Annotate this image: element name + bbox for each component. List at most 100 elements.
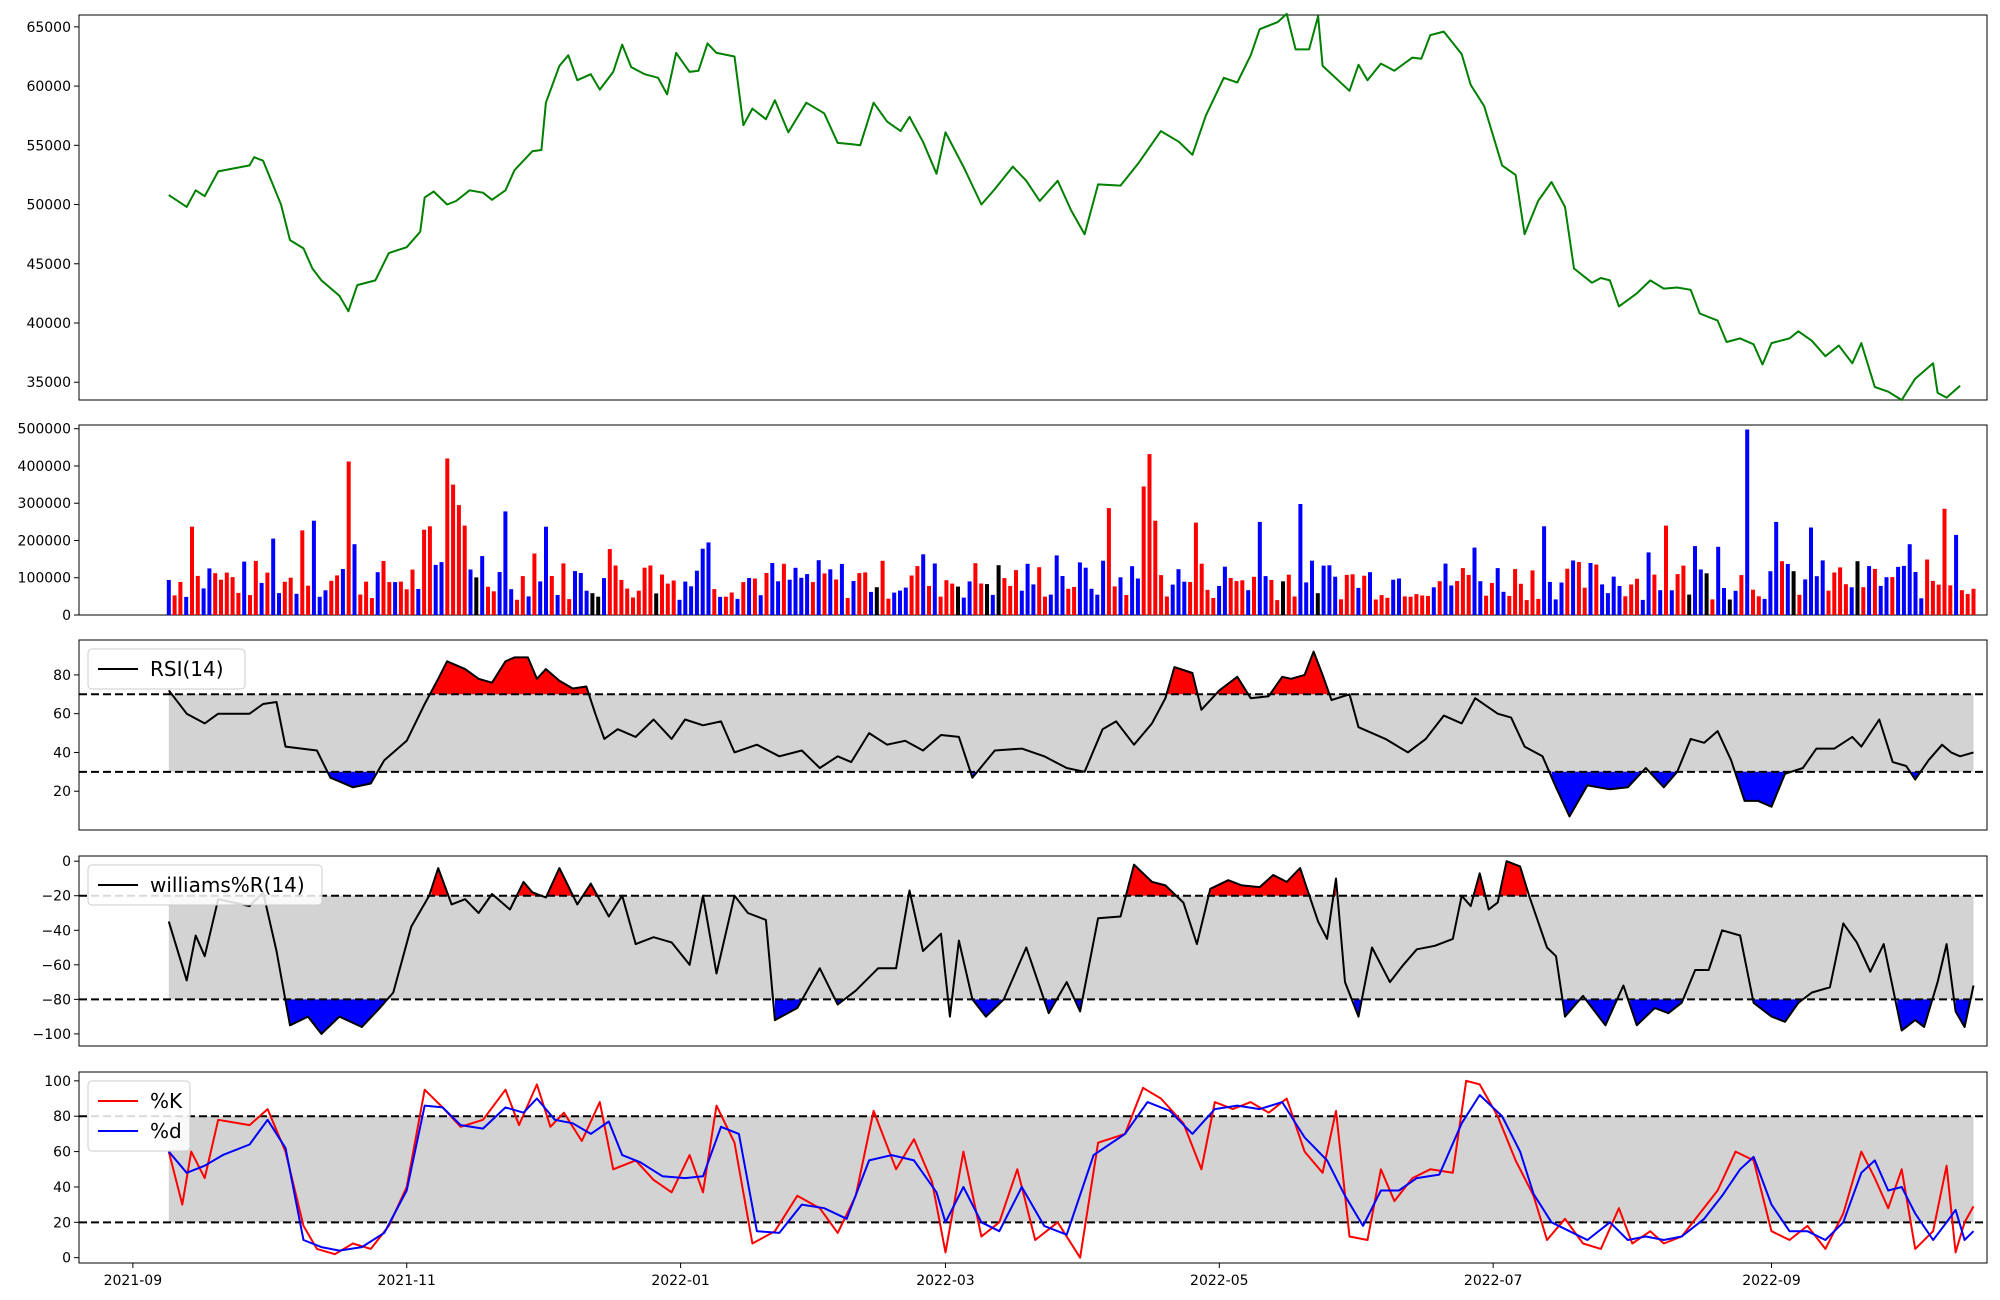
volume-bar [613, 565, 618, 615]
volume-bar [770, 563, 775, 615]
volume-bar [1408, 596, 1413, 615]
legend-box [87, 864, 323, 906]
volume-bar [398, 581, 403, 615]
volume-bar [735, 598, 740, 615]
volume-bar [253, 560, 258, 615]
volume-bar [329, 580, 334, 615]
volume-bar [224, 572, 229, 615]
volume-bar [932, 563, 937, 615]
volume-bar [340, 569, 345, 615]
volume-bar [509, 589, 514, 615]
volume-bar [712, 589, 717, 615]
legend-label: williams%R(14) [150, 873, 305, 897]
neutral-band [168, 1116, 1974, 1223]
volume-chart-panel: 0 100000 200000 300000 400000 500000 [18, 422, 1988, 624]
y-tick-label: 200000 [18, 533, 71, 549]
volume-bar [1803, 579, 1808, 615]
oversold-fill [1075, 999, 1083, 1012]
volume-bar [1240, 580, 1245, 615]
volume-bar [213, 573, 218, 615]
volume-bar [1971, 588, 1976, 615]
volume-bar [1687, 594, 1692, 615]
volume-bar [1455, 581, 1460, 615]
volume-bar [1745, 429, 1750, 615]
y-tick-label: 0 [62, 1251, 71, 1267]
volume-bar [1379, 595, 1384, 615]
y-tick-label: 40 [53, 745, 71, 761]
y-tick-label: 400000 [18, 459, 71, 475]
volume-bar [1118, 577, 1123, 615]
volume-bar [561, 563, 566, 615]
volume-bar [491, 591, 496, 615]
volume-bar [1901, 565, 1906, 615]
legend-box [87, 648, 246, 690]
volume-bar [1965, 594, 1970, 615]
volume-bar [869, 591, 873, 615]
volume-bar [1849, 587, 1854, 615]
volume-bar [1722, 588, 1726, 615]
volume-bar [677, 599, 682, 615]
volume-bar [1623, 596, 1628, 615]
volume-bar [671, 580, 676, 615]
volume-bar [195, 575, 200, 615]
volume-bar [1037, 567, 1042, 615]
oversold-fill [1551, 771, 1642, 817]
volume-bar [1629, 584, 1634, 615]
volume-bar [1582, 587, 1587, 615]
volume-bar [1780, 561, 1784, 615]
oversold-fill [1587, 999, 1617, 1026]
volume-bar [358, 594, 363, 615]
overbought-fill [548, 868, 573, 896]
volume-bar [1048, 594, 1053, 615]
volume-bar [1919, 598, 1924, 615]
volume-bar [1774, 521, 1779, 615]
neutral-band [168, 694, 1974, 772]
volume-bar [1942, 508, 1947, 615]
volume-bar [1275, 600, 1280, 615]
stochastic-chart-panel: 0 20 40 60 80 100 %K %d 2021-09 2021-11 2022-01 202… [44, 1071, 1988, 1289]
legend-label: RSI(14) [150, 657, 224, 681]
volume-bar [961, 597, 966, 615]
volume-bar [1443, 563, 1448, 615]
volume-bar [596, 596, 601, 615]
axes-frame [78, 14, 1988, 401]
volume-bar [1188, 582, 1193, 615]
volume-bar [1095, 594, 1100, 615]
volume-bar [1826, 590, 1831, 615]
price-line [168, 12, 1961, 401]
volume-bar [1762, 598, 1767, 615]
volume-bar [1310, 560, 1314, 615]
volume-bar [573, 571, 577, 615]
volume-bar [451, 484, 456, 615]
volume-bar [1252, 576, 1256, 615]
volume-bar [944, 580, 949, 615]
volume-bar [259, 582, 264, 615]
oversold-fill [1897, 999, 1931, 1031]
volume-bar [346, 461, 351, 615]
oversold-fill [1910, 771, 1920, 780]
oversold-fill [285, 999, 387, 1034]
volume-bar [1147, 454, 1152, 615]
x-tick-label: 2022-05 [1190, 1273, 1249, 1289]
neutral-band [168, 895, 1974, 1000]
volume-bar [1019, 590, 1024, 615]
volume-bar [880, 560, 885, 615]
volume-bar [1936, 584, 1941, 615]
y-tick-label: 20 [53, 1215, 71, 1231]
volume-bar [1542, 526, 1547, 615]
volume-bar [486, 586, 490, 615]
y-tick-label: 55000 [26, 138, 71, 154]
volume-bar [416, 589, 421, 615]
williams-r-line [167, 860, 1975, 1035]
y-tick-label: −60 [41, 958, 71, 974]
price-chart-panel: 35000 40000 45000 50000 55000 60000 65000 [26, 12, 1988, 401]
volume-bar [1727, 599, 1732, 615]
volume-bar [497, 572, 502, 615]
volume-bar [1170, 584, 1175, 615]
volume-bar [1814, 576, 1819, 615]
volume-bar [1130, 566, 1135, 615]
volume-bar [1617, 586, 1622, 615]
x-tick-label: 2021-11 [377, 1273, 436, 1289]
volume-bar [1948, 585, 1953, 615]
volume-bar [236, 592, 241, 615]
